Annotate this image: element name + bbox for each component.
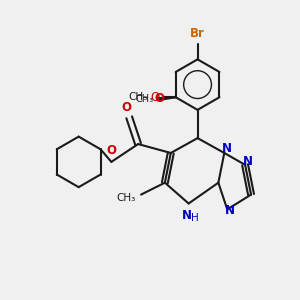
Text: O: O [121,101,131,114]
Text: CH₃: CH₃ [116,193,135,202]
Text: N: N [222,142,232,155]
Text: H: H [191,213,199,223]
Text: N: N [225,204,235,218]
Text: N: N [182,209,192,222]
Text: CH₃: CH₃ [128,92,147,102]
Text: O: O [106,144,116,158]
Text: N: N [243,155,253,168]
Text: O: O [150,91,159,104]
Text: O: O [154,92,164,105]
Text: Br: Br [190,27,205,40]
Text: CH₃: CH₃ [135,94,154,104]
